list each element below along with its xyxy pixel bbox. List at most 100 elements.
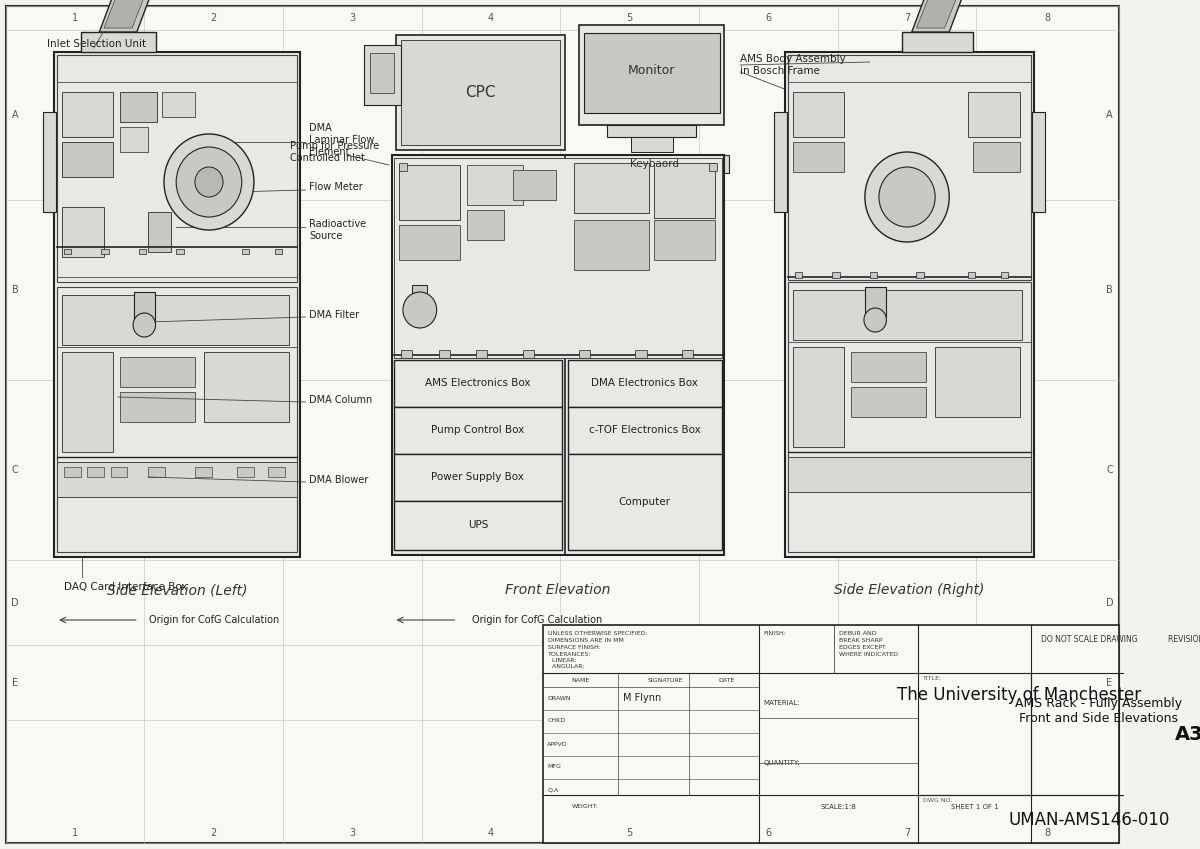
Text: ANGULAR:: ANGULAR:	[548, 664, 584, 669]
Text: Origin for CofG Calculation: Origin for CofG Calculation	[472, 615, 602, 625]
Bar	[204, 352, 289, 422]
Text: D: D	[11, 598, 19, 608]
Bar	[788, 457, 1031, 492]
Text: DMA Filter: DMA Filter	[310, 310, 359, 320]
Bar	[64, 467, 80, 477]
Text: DO NOT SCALE DRAWING: DO NOT SCALE DRAWING	[1040, 636, 1138, 644]
Bar	[58, 287, 298, 552]
Bar	[682, 350, 694, 358]
Text: CPC: CPC	[466, 85, 496, 99]
Text: UPS: UPS	[468, 520, 488, 530]
Text: DIMENSIONS ARE IN MM: DIMENSIONS ARE IN MM	[548, 638, 624, 643]
Text: DATE: DATE	[718, 678, 734, 683]
Text: 6: 6	[766, 828, 772, 838]
Bar	[774, 112, 787, 212]
Text: 3: 3	[349, 828, 355, 838]
Bar	[395, 454, 563, 501]
Circle shape	[194, 167, 223, 197]
Text: E: E	[12, 678, 18, 688]
Bar	[544, 625, 1118, 843]
Bar	[851, 352, 925, 382]
Bar	[973, 142, 1020, 172]
Text: C: C	[12, 465, 18, 475]
Text: DMA Column: DMA Column	[310, 395, 372, 405]
Text: WEIGHT:: WEIGHT:	[571, 805, 599, 809]
Text: A: A	[12, 110, 18, 120]
Text: DMA
Laminar Flow
Element: DMA Laminar Flow Element	[310, 123, 374, 156]
Bar	[391, 155, 725, 555]
Text: 3: 3	[349, 13, 355, 23]
Bar	[865, 287, 886, 317]
Bar	[401, 40, 560, 145]
Circle shape	[864, 308, 887, 332]
Bar	[413, 285, 427, 310]
Bar	[575, 220, 649, 270]
Bar	[120, 357, 194, 387]
Bar	[80, 32, 156, 52]
Bar	[580, 25, 725, 125]
Text: TITLE:: TITLE:	[923, 676, 942, 681]
Text: 4: 4	[488, 13, 494, 23]
Text: A3: A3	[1175, 724, 1200, 744]
Bar	[635, 350, 647, 358]
Bar	[88, 467, 104, 477]
Bar	[238, 467, 254, 477]
Text: BREAK SHARP: BREAK SHARP	[839, 638, 882, 643]
Text: Keybaord: Keybaord	[630, 159, 678, 169]
Polygon shape	[100, 0, 156, 32]
Bar	[870, 272, 877, 278]
Text: 8: 8	[1044, 13, 1051, 23]
Text: Radioactive
Source: Radioactive Source	[310, 219, 366, 241]
Polygon shape	[104, 0, 148, 28]
Bar	[631, 137, 673, 152]
Text: 5: 5	[626, 828, 632, 838]
Text: FINISH:: FINISH:	[763, 631, 786, 636]
Bar	[134, 292, 155, 322]
Polygon shape	[917, 0, 961, 28]
Text: DAQ Card Interface Box: DAQ Card Interface Box	[64, 582, 187, 592]
Bar	[120, 92, 157, 122]
Bar	[935, 347, 1020, 417]
Text: Front and Side Elevations: Front and Side Elevations	[1019, 711, 1178, 724]
Text: SURFACE FINISH:: SURFACE FINISH:	[548, 645, 601, 650]
Text: D: D	[1105, 598, 1114, 608]
Text: Side Elevation (Right): Side Elevation (Right)	[834, 583, 984, 597]
Bar	[139, 249, 146, 254]
Bar	[438, 350, 450, 358]
Text: DWG NO.: DWG NO.	[923, 799, 953, 803]
Bar	[467, 165, 523, 205]
Text: A: A	[1106, 110, 1112, 120]
Circle shape	[176, 147, 241, 217]
Bar	[64, 249, 71, 254]
Bar	[364, 45, 401, 105]
Text: REVISION 1: REVISION 1	[1168, 636, 1200, 644]
Text: Power Supply Box: Power Supply Box	[432, 472, 524, 482]
Text: Computer: Computer	[619, 497, 671, 507]
Text: 8: 8	[1044, 828, 1051, 838]
Bar	[395, 501, 563, 550]
Text: 1: 1	[72, 13, 78, 23]
Bar	[917, 272, 924, 278]
Circle shape	[133, 313, 156, 337]
Bar	[523, 350, 534, 358]
Bar	[832, 272, 840, 278]
Text: Pump Control Box: Pump Control Box	[431, 425, 524, 435]
Bar	[162, 92, 194, 117]
Text: C: C	[1106, 465, 1112, 475]
Bar	[120, 127, 148, 152]
Text: SHEET 1 OF 1: SHEET 1 OF 1	[950, 804, 998, 810]
Bar	[395, 360, 563, 407]
Text: B: B	[12, 285, 18, 295]
Text: EDGES EXCEPT: EDGES EXCEPT	[839, 645, 886, 650]
Text: 4: 4	[488, 828, 494, 838]
Bar	[793, 92, 845, 137]
Bar	[580, 155, 730, 173]
Bar	[968, 272, 976, 278]
Bar	[176, 249, 184, 254]
Bar	[148, 467, 164, 477]
Bar	[62, 142, 113, 177]
Bar	[110, 467, 127, 477]
Bar	[583, 33, 720, 113]
Text: APPVD: APPVD	[547, 741, 568, 746]
Text: UNLESS OTHERWISE SPECIFIED:: UNLESS OTHERWISE SPECIFIED:	[548, 631, 648, 636]
